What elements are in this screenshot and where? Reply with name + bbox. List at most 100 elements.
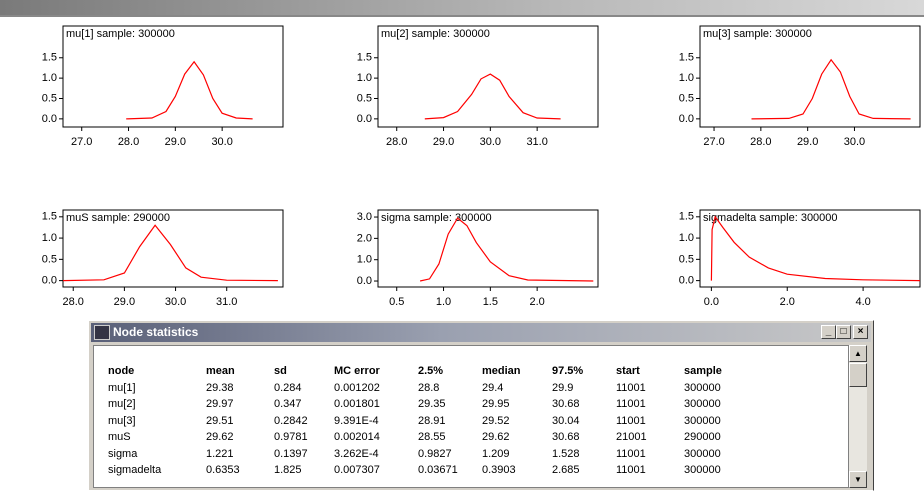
table-cell: 1.528 <box>552 448 580 460</box>
table-cell: 300000 <box>684 415 721 427</box>
plot-title: sigmadelta sample: 300000 <box>703 212 838 224</box>
plot-frame <box>63 26 283 127</box>
x-tick-label: 29.0 <box>797 136 818 148</box>
table-cell: mu[3] <box>108 415 136 427</box>
table-cell: 11001 <box>616 464 646 476</box>
table-cell: 300000 <box>684 382 721 394</box>
table-cell: 1.209 <box>482 448 510 460</box>
column-header: mean <box>206 365 235 377</box>
table-cell: 30.68 <box>552 398 580 410</box>
scroll-down[interactable]: ▼ <box>849 471 867 488</box>
table-cell: 28.55 <box>418 431 446 443</box>
y-tick-label: 1.5 <box>679 52 694 64</box>
x-tick-label: 29.0 <box>165 136 186 148</box>
column-header: 2.5% <box>418 365 443 377</box>
x-tick-label: 28.0 <box>118 136 139 148</box>
table-cell: 0.1397 <box>274 448 308 460</box>
table-cell: 0.002014 <box>334 431 380 443</box>
maximize-button[interactable]: □ <box>836 325 851 339</box>
table-cell: 290000 <box>684 431 721 443</box>
plot-title: mu[3] sample: 300000 <box>703 28 812 40</box>
table-cell: 300000 <box>684 464 721 476</box>
scroll-thumb[interactable] <box>849 363 867 387</box>
table-cell: 0.03671 <box>418 464 458 476</box>
table-cell: 28.8 <box>418 382 439 394</box>
y-tick-label: 1.5 <box>679 211 694 223</box>
table-cell: 0.284 <box>274 382 302 394</box>
close-button[interactable]: × <box>853 325 868 339</box>
table-cell: sigmadelta <box>108 464 161 476</box>
y-tick-label: 1.0 <box>42 72 57 84</box>
minimize-button[interactable]: _ <box>821 325 836 339</box>
node-statistics-window: Node statistics _ □ × node mean sd MC error… <box>88 320 874 491</box>
y-tick-label: 0.0 <box>42 275 57 287</box>
table-cell: 300000 <box>684 398 721 410</box>
table-cell: mu[1] <box>108 382 136 394</box>
plot-frame <box>378 26 598 127</box>
table-cell: 300000 <box>684 448 721 460</box>
scrollbar[interactable]: ▲ ▼ <box>849 345 867 488</box>
table-cell: 0.3903 <box>482 464 516 476</box>
table-cell: 0.007307 <box>334 464 380 476</box>
y-tick-label: 0.0 <box>357 113 372 125</box>
y-tick-label: 1.0 <box>357 254 372 266</box>
table-cell: 0.9827 <box>418 448 452 460</box>
y-tick-label: 0.5 <box>679 92 694 104</box>
y-tick-label: 3.0 <box>357 211 372 223</box>
table-cell: 11001 <box>616 448 646 460</box>
table-cell: 29.95 <box>482 398 510 410</box>
plot-title: mu[2] sample: 300000 <box>381 28 490 40</box>
table-cell: 28.91 <box>418 415 446 427</box>
column-header: MC error <box>334 365 380 377</box>
y-tick-label: 0.5 <box>42 253 57 265</box>
table-cell: 0.001202 <box>334 382 380 394</box>
x-tick-label: 28.0 <box>386 136 407 148</box>
table-cell: 0.6353 <box>206 464 240 476</box>
table-cell: 1.825 <box>274 464 302 476</box>
column-header: sd <box>274 365 287 377</box>
table-cell: 30.68 <box>552 431 580 443</box>
y-tick-label: 1.5 <box>42 52 57 64</box>
plot-title: sigma sample: 300000 <box>381 212 492 224</box>
y-tick-label: 1.0 <box>42 232 57 244</box>
x-tick-label: 1.5 <box>483 296 498 308</box>
screen: mu[1] sample: 3000000.00.51.01.527.028.0… <box>0 0 924 491</box>
x-tick-label: 0.5 <box>389 296 404 308</box>
table-cell: 0.2842 <box>274 415 308 427</box>
x-tick-label: 29.0 <box>433 136 454 148</box>
x-tick-label: 27.0 <box>71 136 92 148</box>
table-cell: 29.62 <box>482 431 510 443</box>
table-cell: 29.52 <box>482 415 510 427</box>
table-cell: 1.221 <box>206 448 234 460</box>
table-cell: 29.4 <box>482 382 503 394</box>
table-cell: 2.685 <box>552 464 580 476</box>
table-cell: 29.62 <box>206 431 234 443</box>
y-tick-label: 2.0 <box>357 232 372 244</box>
y-tick-label: 0.5 <box>357 92 372 104</box>
y-tick-label: 0.5 <box>679 253 694 265</box>
y-tick-label: 1.0 <box>679 72 694 84</box>
table-cell: 29.51 <box>206 415 234 427</box>
column-header: node <box>108 365 134 377</box>
x-tick-label: 28.0 <box>63 296 84 308</box>
table-cell: 11001 <box>616 415 646 427</box>
x-tick-label: 29.0 <box>114 296 135 308</box>
y-tick-label: 0.0 <box>679 275 694 287</box>
table-cell: 0.001801 <box>334 398 380 410</box>
x-tick-label: 30.0 <box>480 136 501 148</box>
table-cell: 11001 <box>616 382 646 394</box>
table-cell: 0.9781 <box>274 431 308 443</box>
x-tick-label: 1.0 <box>436 296 451 308</box>
table-cell: 9.391E-4 <box>334 415 379 427</box>
table-cell: 29.38 <box>206 382 234 394</box>
window-title: Node statistics <box>113 323 198 342</box>
y-tick-label: 1.5 <box>42 211 57 223</box>
plot-title: muS sample: 290000 <box>66 212 170 224</box>
y-tick-label: 1.5 <box>357 52 372 64</box>
y-tick-label: 0.0 <box>679 113 694 125</box>
x-tick-label: 2.0 <box>780 296 795 308</box>
column-header: start <box>616 365 640 377</box>
x-tick-label: 4.0 <box>855 296 870 308</box>
table-cell: 29.9 <box>552 382 573 394</box>
scroll-up[interactable]: ▲ <box>849 345 867 362</box>
